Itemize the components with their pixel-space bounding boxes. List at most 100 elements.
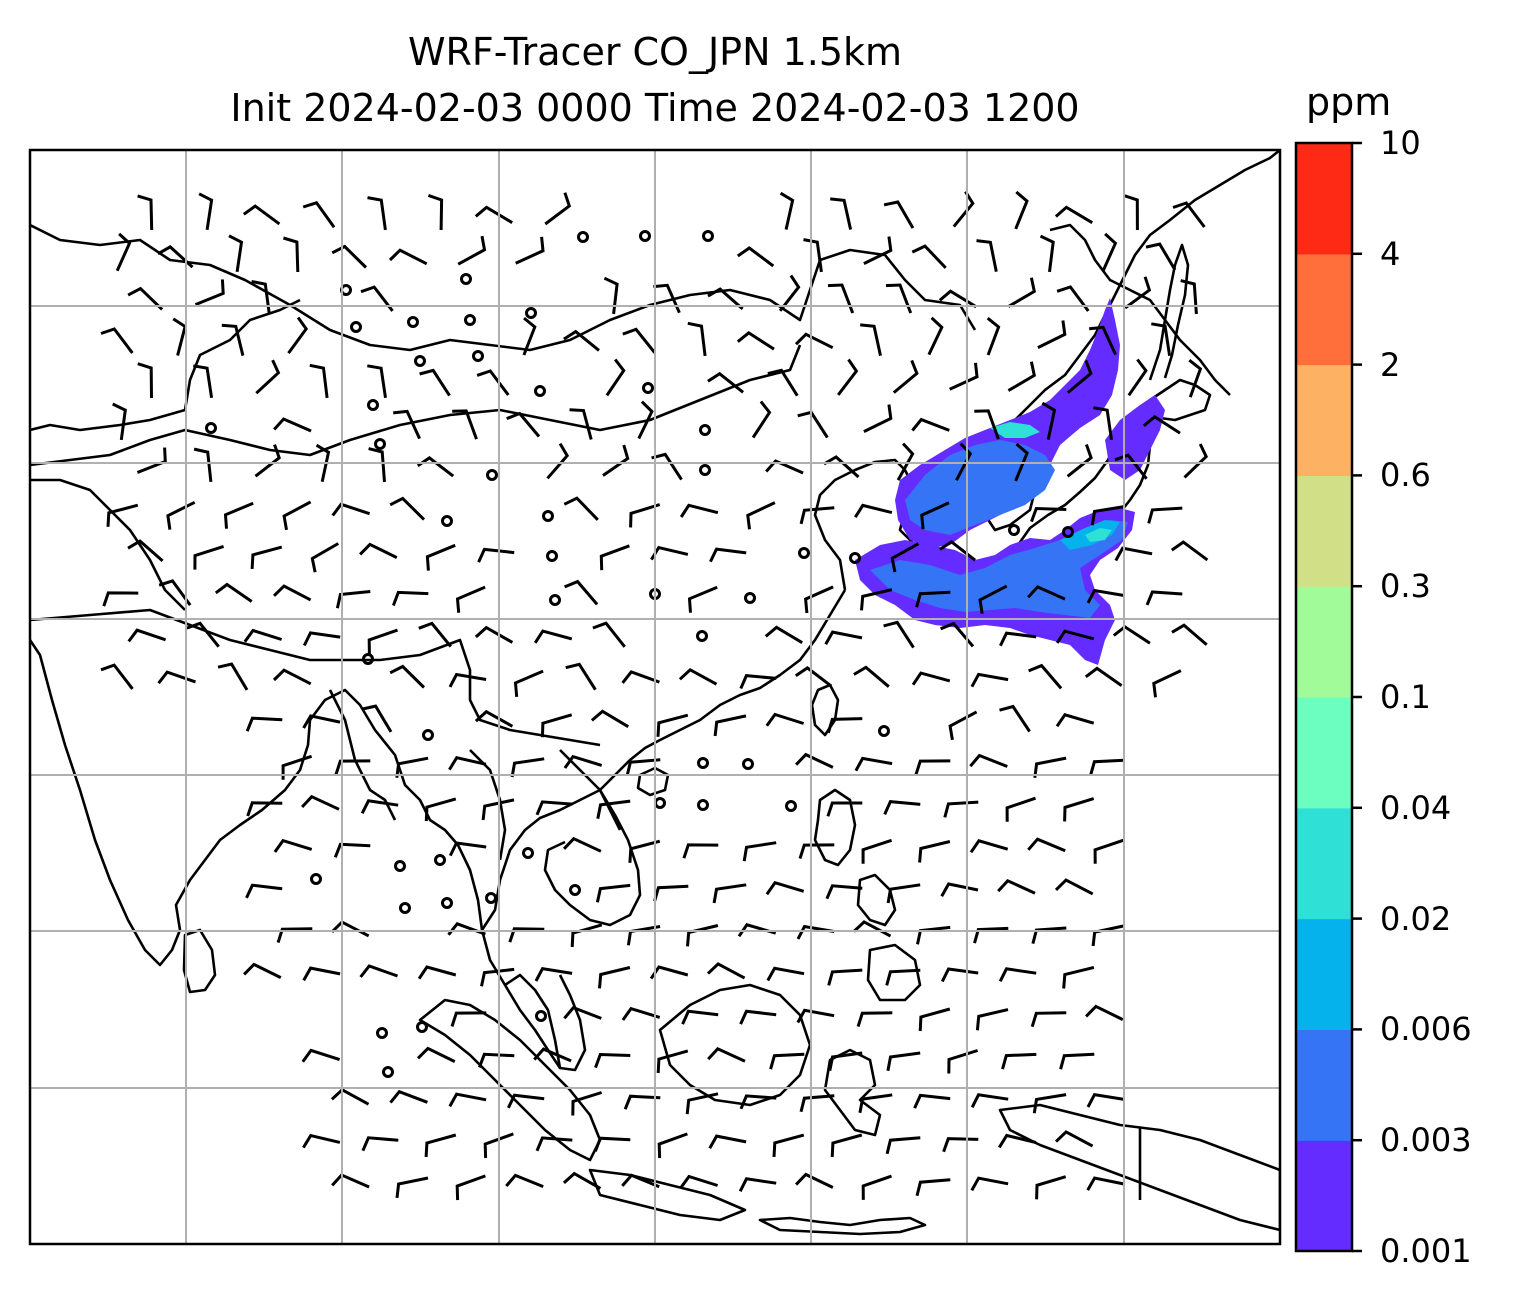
map-subtitle: Init 2024-02-03 0000 Time 2024-02-03 120… bbox=[230, 86, 1080, 130]
wind-barb bbox=[1041, 401, 1057, 441]
wind-barb bbox=[360, 799, 399, 814]
wind-barb bbox=[656, 713, 689, 737]
wind-barb bbox=[1124, 276, 1152, 310]
wind-barb bbox=[649, 965, 689, 980]
wind-barb bbox=[368, 447, 386, 483]
wind-barb bbox=[228, 234, 244, 273]
wind-barb bbox=[999, 631, 1037, 647]
calm-circle bbox=[376, 1027, 388, 1039]
wind-barb bbox=[1062, 965, 1095, 989]
wind-barb bbox=[186, 621, 220, 648]
wind-barb bbox=[1054, 1130, 1094, 1148]
wind-barb bbox=[1063, 797, 1095, 822]
calm-circle bbox=[534, 385, 546, 397]
calm-circle bbox=[367, 399, 379, 411]
wind-barb bbox=[637, 400, 654, 440]
map-frame bbox=[28, 148, 1282, 1246]
wind-barb bbox=[193, 447, 213, 483]
coastline-sakhalin bbox=[1148, 243, 1190, 381]
wind-barb bbox=[457, 235, 487, 266]
wind-barb bbox=[858, 1093, 893, 1114]
colorbar-segment bbox=[1296, 1029, 1352, 1141]
wind-barb bbox=[193, 364, 214, 399]
wind-barb bbox=[1032, 1093, 1067, 1114]
wind-barb bbox=[685, 1092, 719, 1115]
wind-barb bbox=[1035, 1175, 1067, 1200]
calm-circle bbox=[374, 438, 386, 450]
calm-circle bbox=[1008, 524, 1020, 536]
wind-barb bbox=[914, 759, 951, 775]
wind-barb bbox=[804, 585, 834, 614]
wind-barb bbox=[563, 754, 603, 769]
wind-barb bbox=[623, 1094, 661, 1110]
wind-barb bbox=[969, 839, 1009, 854]
map-title: WRF-Tracer CO_JPN 1.5km bbox=[407, 30, 903, 74]
wind-barb bbox=[918, 840, 951, 863]
wind-barb bbox=[102, 591, 139, 607]
wind-barb bbox=[803, 238, 823, 273]
wind-barb bbox=[505, 1173, 544, 1188]
colorbar-tick-label: 0.3 bbox=[1380, 567, 1431, 606]
calm-circle bbox=[549, 594, 561, 606]
wind-barb bbox=[1151, 322, 1172, 357]
wind-barb bbox=[679, 1174, 719, 1189]
calm-circle bbox=[205, 422, 217, 434]
wind-barb bbox=[287, 316, 309, 354]
wind-barb bbox=[1084, 666, 1123, 687]
wind-barb bbox=[569, 408, 593, 440]
wind-barb bbox=[1090, 505, 1125, 526]
wind-barb bbox=[1142, 415, 1181, 435]
calm-circle bbox=[362, 653, 374, 665]
calm-circle bbox=[460, 273, 472, 285]
wind-barb bbox=[477, 1052, 515, 1068]
wind-barb bbox=[1147, 506, 1183, 524]
wind-barb bbox=[927, 316, 944, 356]
wind-barb bbox=[799, 506, 835, 525]
calm-circle bbox=[642, 382, 654, 394]
calm-circle bbox=[485, 892, 497, 904]
wind-barb bbox=[707, 287, 744, 311]
wind-barb bbox=[1152, 669, 1182, 698]
wind-barb bbox=[1086, 588, 1125, 604]
wind-barb bbox=[949, 362, 979, 391]
wind-barb bbox=[943, 800, 979, 818]
wind-barb bbox=[1055, 713, 1095, 728]
wind-barb bbox=[826, 717, 863, 734]
wind-barb bbox=[712, 883, 747, 904]
wind-barb bbox=[1007, 277, 1036, 308]
wind-barb bbox=[1027, 585, 1066, 601]
wind-barb bbox=[1114, 453, 1148, 480]
wind-barb bbox=[546, 442, 570, 480]
wind-barb bbox=[679, 503, 719, 518]
wind-barb bbox=[863, 236, 893, 265]
wind-barb bbox=[474, 205, 513, 224]
calm-circle bbox=[697, 799, 709, 811]
wind-barb bbox=[796, 924, 835, 940]
calm-circle bbox=[744, 592, 756, 604]
wind-barb bbox=[629, 503, 661, 528]
wind-barb bbox=[739, 1094, 777, 1110]
wind-barb bbox=[856, 1011, 893, 1028]
calm-circle bbox=[785, 800, 797, 812]
wind-barb bbox=[769, 1052, 805, 1070]
wind-barb bbox=[911, 417, 950, 432]
wind-barb bbox=[1171, 623, 1208, 646]
colorbar-tick-label: 2 bbox=[1380, 345, 1401, 384]
wind-barb bbox=[830, 197, 853, 230]
calm-circle bbox=[416, 1021, 428, 1033]
wind-barb bbox=[651, 452, 683, 481]
border-china-mongolia bbox=[30, 223, 977, 352]
calm-circle bbox=[441, 897, 453, 909]
colorbar-tick-label: 0.003 bbox=[1380, 1121, 1472, 1160]
wind-barb bbox=[448, 841, 487, 857]
wind-barb bbox=[621, 670, 660, 684]
calm-circle bbox=[434, 854, 446, 866]
wind-barb bbox=[918, 1007, 951, 1032]
wind-barb bbox=[333, 842, 371, 858]
wind-barb bbox=[883, 200, 915, 229]
map-panel bbox=[30, 150, 1280, 1244]
wind-barb bbox=[920, 501, 950, 530]
wind-barb bbox=[127, 539, 164, 563]
calm-circle bbox=[569, 884, 581, 896]
wind-barb bbox=[115, 232, 132, 272]
